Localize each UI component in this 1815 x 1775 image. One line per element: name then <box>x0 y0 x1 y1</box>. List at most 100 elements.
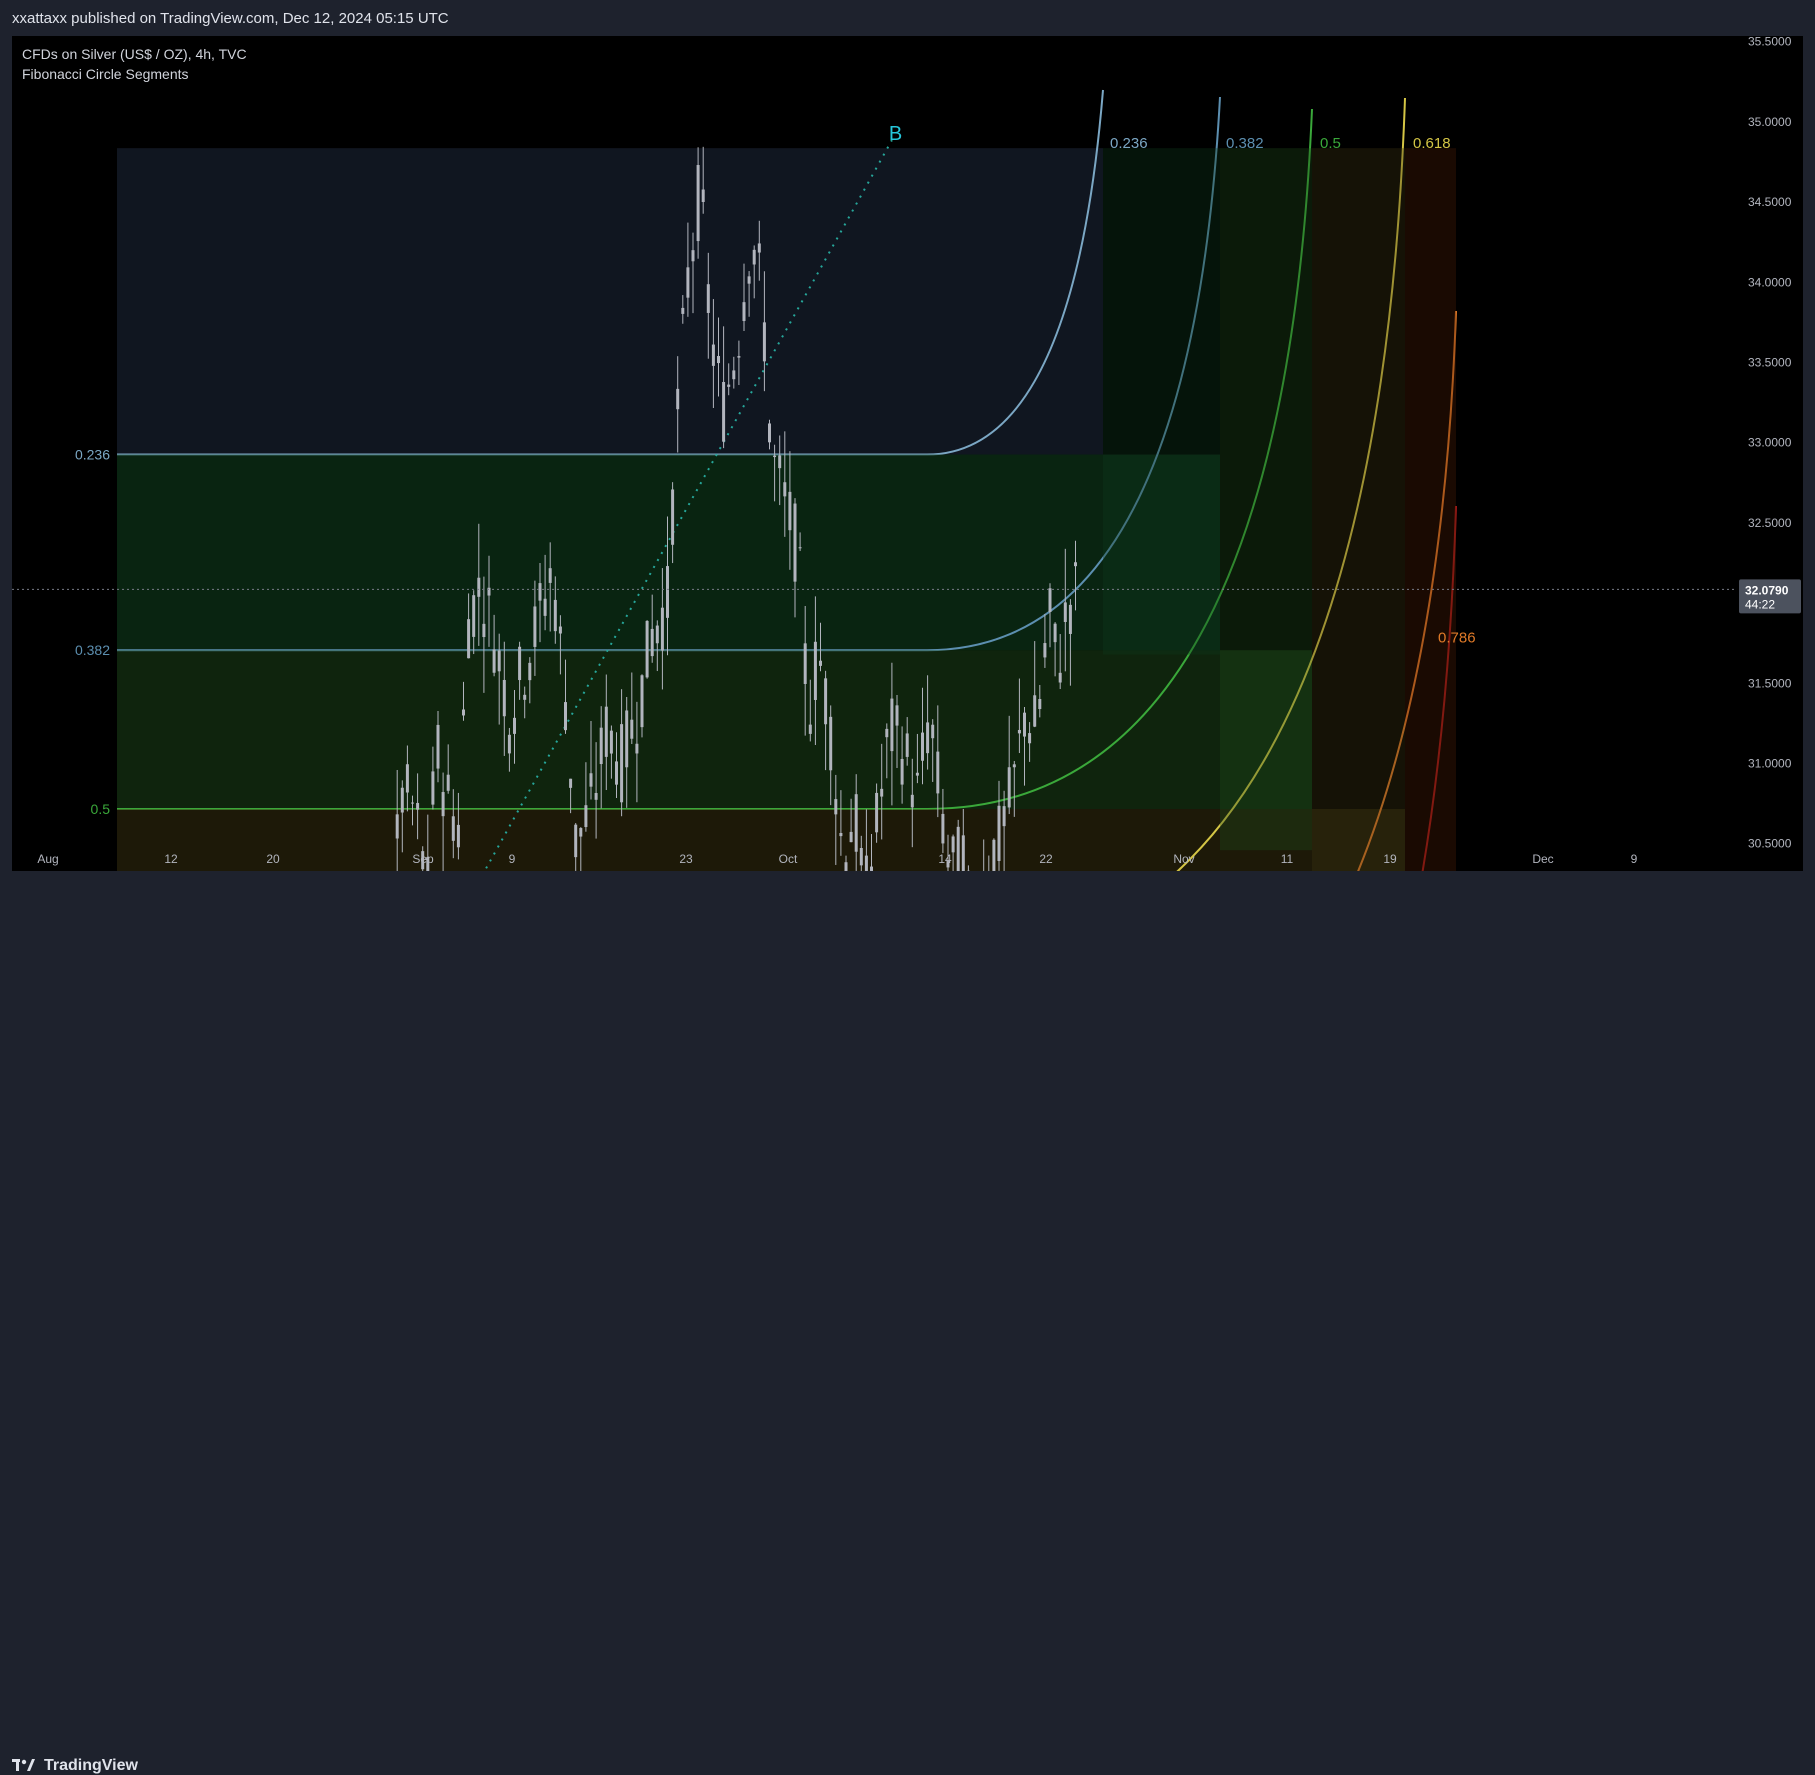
candle-body <box>1043 643 1046 657</box>
candle-body <box>1054 624 1057 642</box>
candle-body <box>753 250 756 265</box>
candle-body <box>457 825 460 847</box>
candle-body <box>462 709 465 715</box>
x-tick-label: 23 <box>679 852 693 866</box>
candle-body <box>880 789 883 797</box>
candle-body <box>931 725 934 738</box>
candle-body <box>635 744 638 754</box>
candle-body <box>768 423 771 442</box>
candle-body <box>865 856 868 871</box>
candle-body <box>620 724 623 802</box>
candle-body <box>794 504 797 582</box>
x-tick-label: Aug <box>37 852 58 866</box>
y-tick-label: 34.5000 <box>1748 195 1792 209</box>
current-price-countdown: 44:22 <box>1745 597 1775 611</box>
candle-body <box>549 568 552 583</box>
candle-body <box>809 725 812 734</box>
candle-body <box>590 773 593 786</box>
candle-body <box>615 761 618 784</box>
candle-body <box>834 799 837 814</box>
candle-body <box>630 720 633 739</box>
fib-top-label-0.236: 0.236 <box>1110 135 1148 152</box>
candle-body <box>783 482 786 496</box>
candle-body <box>1038 699 1041 709</box>
candle-body <box>498 650 501 671</box>
candle-body <box>544 599 547 616</box>
candle-body <box>416 803 419 810</box>
candle-body <box>743 302 746 321</box>
fib-band-0.5 <box>117 650 1312 809</box>
fib-band-0.618 <box>117 809 1405 871</box>
candle-body <box>896 705 899 725</box>
price-chart[interactable]: 0.2360.3820.50.6180.78610.2360.3820.50.6… <box>12 36 1803 871</box>
x-tick-label: 20 <box>266 852 280 866</box>
candle-body <box>722 382 725 442</box>
candle-body <box>992 840 995 871</box>
x-tick-label: Sep <box>412 852 434 866</box>
candle-body <box>1074 562 1077 566</box>
candle-body <box>559 627 562 634</box>
candle-body <box>941 814 944 844</box>
candle-body <box>641 675 644 727</box>
candle-body <box>778 455 781 468</box>
candle-body <box>686 267 689 297</box>
top-bar: xxattaxx published on TradingView.com, D… <box>0 0 1815 36</box>
x-tick-label: 19 <box>1383 852 1397 866</box>
candle-body <box>554 600 557 631</box>
candle-body <box>661 608 664 651</box>
candle-body <box>396 814 399 838</box>
price-axis-bg <box>1735 36 1803 871</box>
brand[interactable]: TradingView <box>12 1757 138 1775</box>
candle-body <box>528 663 531 680</box>
candle-body <box>651 629 654 656</box>
candle-body <box>533 606 536 646</box>
candle-body <box>431 771 434 804</box>
fib-top-label-0.5: 0.5 <box>1320 135 1341 152</box>
candle-body <box>860 848 863 865</box>
candle-body <box>625 710 628 767</box>
x-tick-label: 9 <box>509 852 516 866</box>
candle-body <box>447 775 450 791</box>
y-tick-label: 33.0000 <box>1748 436 1792 450</box>
fib-band-0.382 <box>117 455 1220 651</box>
candle-body <box>1003 806 1006 826</box>
candle-body <box>584 805 587 827</box>
candle-body <box>523 695 526 700</box>
y-tick-label: 34.0000 <box>1748 275 1792 289</box>
fib-circle-segments: 0.2360.3820.50.6180.78610.2360.3820.50.6… <box>75 90 1476 871</box>
candle-body <box>1018 730 1021 733</box>
fib-top-label-0.618: 0.618 <box>1413 135 1451 152</box>
x-tick-label: Nov <box>1173 852 1194 866</box>
candle-body <box>518 647 521 680</box>
candle-body <box>442 792 445 816</box>
y-tick-label: 35.0000 <box>1748 115 1792 129</box>
current-price-value: 32.0790 <box>1745 583 1789 597</box>
candle-body <box>712 345 715 366</box>
fib-column-0.236 <box>1103 148 1220 654</box>
candle-body <box>508 735 511 754</box>
candle-body <box>855 794 858 852</box>
x-tick-label: Dec <box>1532 852 1553 866</box>
candle-body <box>1033 695 1036 726</box>
candle-body <box>702 190 705 202</box>
candle-body <box>845 862 848 871</box>
candle-body <box>732 370 735 379</box>
candle-body <box>814 642 817 700</box>
candle-body <box>957 827 960 871</box>
candle-body <box>916 773 919 776</box>
candle-body <box>829 717 832 770</box>
candle-body <box>748 276 751 283</box>
candle-body <box>437 725 440 769</box>
candle-body <box>452 816 455 841</box>
symbol-title[interactable]: CFDs on Silver (US$ / OZ), 4h, TVC <box>22 44 247 64</box>
candle-body <box>646 621 649 677</box>
chart-area[interactable]: 0.2360.3820.50.6180.78610.2360.3820.50.6… <box>12 36 1803 871</box>
y-tick-label: 31.5000 <box>1748 676 1792 690</box>
candle-body <box>503 680 506 716</box>
candle-body <box>605 707 608 757</box>
candle-body <box>788 492 791 530</box>
candle-body <box>539 583 542 601</box>
indicator-title[interactable]: Fibonacci Circle Segments <box>22 64 247 84</box>
price-axis: 35.500035.000034.500034.000033.500033.00… <box>1735 36 1803 871</box>
